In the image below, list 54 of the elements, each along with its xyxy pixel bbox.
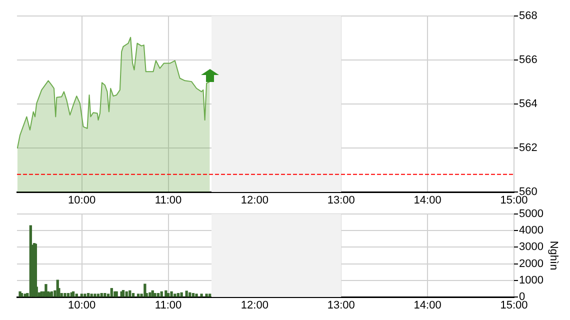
y-tick-label: 2000 [519, 258, 544, 270]
bar [80, 294, 83, 297]
bar [86, 293, 90, 297]
bar [66, 293, 70, 297]
x-tick-label: 12:00 [240, 194, 268, 207]
y-tick-label: 566 [519, 54, 538, 66]
x-tick-label: 13:00 [327, 300, 355, 312]
bar [166, 293, 170, 297]
bar [154, 293, 156, 297]
bar [110, 288, 113, 297]
x-tick-label: 11:00 [154, 194, 182, 207]
bar [100, 293, 103, 297]
x-tick-label: 11:00 [154, 300, 182, 312]
bar [90, 294, 93, 297]
bar [205, 294, 208, 297]
bar [200, 294, 203, 297]
bar [192, 293, 195, 297]
bar [176, 293, 180, 297]
x-tick-label: 13:00 [327, 194, 355, 207]
bar [94, 294, 96, 297]
x-tick-label: 12:00 [240, 300, 268, 312]
bar [195, 294, 198, 297]
bar [208, 294, 212, 297]
y-tick-label: 564 [519, 98, 538, 110]
bar [170, 291, 173, 297]
y-axis-title: Nghìn [547, 240, 560, 270]
bar [174, 294, 176, 297]
bar [96, 294, 100, 297]
bar [180, 292, 183, 297]
y-tick-label: 562 [519, 142, 538, 154]
bar [148, 292, 152, 297]
bar [125, 291, 128, 297]
x-tick-label: 10:00 [68, 194, 96, 207]
y-tick-label: 1000 [519, 274, 544, 286]
y-tick-label: 4000 [519, 224, 544, 237]
bar [188, 292, 192, 297]
bar [75, 294, 78, 297]
bar [156, 293, 160, 297]
bar [128, 290, 132, 297]
y-tick-label: 568 [519, 10, 538, 22]
bar [164, 290, 168, 297]
bar [64, 293, 66, 297]
bar [24, 294, 26, 297]
y-tick-label: 3000 [519, 241, 544, 254]
bar [132, 293, 135, 297]
bar [44, 284, 48, 297]
bar [185, 290, 188, 297]
x-tick-label: 14:00 [414, 194, 442, 207]
y-tick-label: 5000 [519, 208, 544, 220]
x-tick-label: 14:00 [414, 300, 442, 312]
bar [136, 294, 140, 297]
bar [104, 293, 106, 297]
bar [84, 294, 86, 297]
x-tick-label: 10:00 [68, 300, 96, 312]
